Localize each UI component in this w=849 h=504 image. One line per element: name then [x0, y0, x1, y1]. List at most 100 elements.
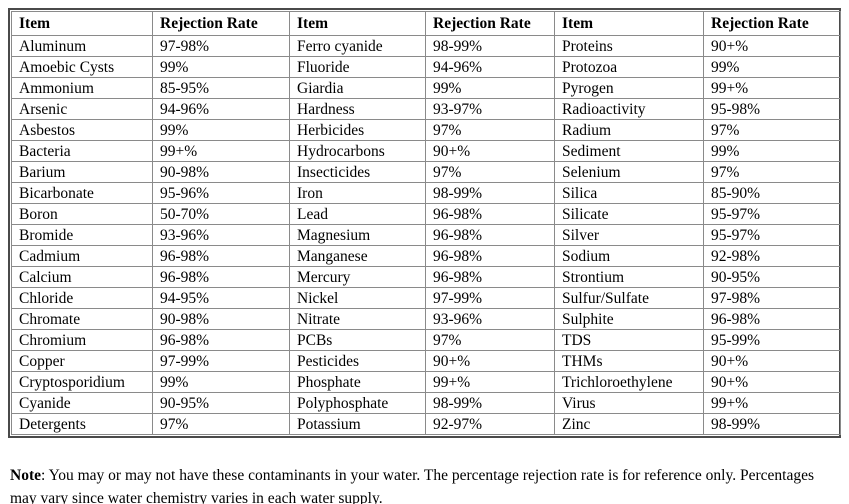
rejection-rate-cell: 97%: [703, 119, 841, 141]
item-cell: Chromium: [11, 329, 153, 351]
item-cell: PCBs: [289, 329, 426, 351]
rejection-rate-cell: 93-97%: [425, 98, 555, 120]
rejection-rate-cell: 90-95%: [703, 266, 841, 288]
item-cell: Aluminum: [11, 35, 153, 57]
table-row: Cryptosporidium 99% Phosphate 99+% Trichloro…: [11, 371, 841, 393]
table-row: Amoebic Cysts 99% Fluoride 94-96% Protozoa 99…: [11, 56, 841, 78]
rejection-rate-cell: 94-96%: [425, 56, 555, 78]
table-row: Detergents 97% Potassium 92-97% Zinc 98-99%: [11, 413, 841, 435]
rejection-rate-cell: 95-97%: [703, 224, 841, 246]
rejection-rate-cell: 85-90%: [703, 182, 841, 204]
rejection-rate-cell: 90+%: [703, 371, 841, 393]
rejection-rate-cell: 99%: [152, 56, 290, 78]
table-row: Asbestos 99% Herbicides 97% Radium 97%: [11, 119, 841, 141]
item-cell: Sulphite: [554, 308, 704, 330]
table-row: Ammonium 85-95% Giardia 99% Pyrogen 99+%: [11, 77, 841, 99]
rejection-rate-cell: 98-99%: [425, 392, 555, 414]
rejection-rate-cell: 99%: [703, 140, 841, 162]
rejection-rate-cell: 98-99%: [425, 35, 555, 57]
item-header: Item: [11, 11, 153, 36]
item-cell: Virus: [554, 392, 704, 414]
item-cell: Hardness: [289, 98, 426, 120]
item-cell: Bacteria: [11, 140, 153, 162]
item-cell: Phosphate: [289, 371, 426, 393]
rejection-rate-cell: 90-98%: [152, 308, 290, 330]
item-cell: Hydrocarbons: [289, 140, 426, 162]
rejection-rate-cell: 98-99%: [425, 182, 555, 204]
item-cell: Radioactivity: [554, 98, 704, 120]
item-cell: Polyphosphate: [289, 392, 426, 414]
rejection-rate-cell: 93-96%: [425, 308, 555, 330]
rejection-rate-table: Item Rejection Rate Item Rejection Rate …: [11, 11, 841, 435]
item-cell: Calcium: [11, 266, 153, 288]
table-row: Boron 50-70% Lead 96-98% Silicate 95-97%: [11, 203, 841, 225]
item-cell: Sodium: [554, 245, 704, 267]
rejection-rate-cell: 99+%: [152, 140, 290, 162]
rejection-rate-cell: 99+%: [703, 392, 841, 414]
item-cell: Nitrate: [289, 308, 426, 330]
item-cell: Copper: [11, 350, 153, 372]
item-cell: Herbicides: [289, 119, 426, 141]
rejection-rate-cell: 99%: [152, 371, 290, 393]
rejection-rate-cell: 96-98%: [425, 245, 555, 267]
item-cell: Chloride: [11, 287, 153, 309]
rejection-rate-cell: 96-98%: [152, 266, 290, 288]
rejection-rate-cell: 97%: [425, 161, 555, 183]
rejection-rate-cell: 96-98%: [425, 266, 555, 288]
item-header: Item: [554, 11, 704, 36]
item-cell: Amoebic Cysts: [11, 56, 153, 78]
rejection-rate-cell: 93-96%: [152, 224, 290, 246]
item-cell: Boron: [11, 203, 153, 225]
item-cell: Zinc: [554, 413, 704, 435]
table-row: Calcium 96-98% Mercury 96-98% Strontium 90-95…: [11, 266, 841, 288]
rejection-rate-cell: 99%: [425, 77, 555, 99]
table-row: Copper 97-99% Pesticides 90+% THMs 90+%: [11, 350, 841, 372]
item-cell: Cyanide: [11, 392, 153, 414]
note-body: : You may or may not have these contamin…: [10, 466, 814, 504]
item-cell: Manganese: [289, 245, 426, 267]
item-cell: Barium: [11, 161, 153, 183]
rejection-rate-cell: 95-97%: [703, 203, 841, 225]
rejection-rate-cell: 50-70%: [152, 203, 290, 225]
rejection-rate-cell: 90-98%: [152, 161, 290, 183]
table-row: Bicarbonate 95-96% Iron 98-99% Silica 85-90%: [11, 182, 841, 204]
rejection-rate-cell: 96-98%: [152, 245, 290, 267]
rejection-rate-cell: 97-99%: [152, 350, 290, 372]
item-cell: Cadmium: [11, 245, 153, 267]
item-cell: Pesticides: [289, 350, 426, 372]
table-row: Cyanide 90-95% Polyphosphate 98-99% Virus 99+…: [11, 392, 841, 414]
item-cell: Ammonium: [11, 77, 153, 99]
table-row: Aluminum 97-98% Ferro cyanide 98-99% Protein…: [11, 35, 841, 57]
table-row: Cadmium 96-98% Manganese 96-98% Sodium 92-98%: [11, 245, 841, 267]
rejection-rate-cell: 92-98%: [703, 245, 841, 267]
item-cell: Detergents: [11, 413, 153, 435]
rejection-rate-cell: 90+%: [425, 140, 555, 162]
table-row: Bacteria 99+% Hydrocarbons 90+% Sediment 99%: [11, 140, 841, 162]
rejection-rate-cell: 99%: [152, 119, 290, 141]
rejection-rate-cell: 94-96%: [152, 98, 290, 120]
item-cell: Pyrogen: [554, 77, 704, 99]
rejection-rate-cell: 85-95%: [152, 77, 290, 99]
item-cell: Protozoa: [554, 56, 704, 78]
rejection-rate-cell: 97%: [703, 161, 841, 183]
rejection-rate-header: Rejection Rate: [425, 11, 555, 36]
rejection-rate-cell: 97-98%: [152, 35, 290, 57]
table-row: Bromide 93-96% Magnesium 96-98% Silver 95-97%: [11, 224, 841, 246]
item-cell: Bromide: [11, 224, 153, 246]
rejection-rate-cell: 96-98%: [425, 203, 555, 225]
item-cell: Nickel: [289, 287, 426, 309]
item-cell: Silicate: [554, 203, 704, 225]
item-cell: Cryptosporidium: [11, 371, 153, 393]
table-row: Chloride 94-95% Nickel 97-99% Sulfur/Sulfate…: [11, 287, 841, 309]
rejection-rate-cell: 97%: [425, 119, 555, 141]
item-cell: Arsenic: [11, 98, 153, 120]
rejection-rate-cell: 94-95%: [152, 287, 290, 309]
item-cell: Selenium: [554, 161, 704, 183]
item-cell: Magnesium: [289, 224, 426, 246]
rejection-rate-cell: 95-96%: [152, 182, 290, 204]
item-cell: Asbestos: [11, 119, 153, 141]
rejection-rate-cell: 99%: [703, 56, 841, 78]
rejection-rate-cell: 97-99%: [425, 287, 555, 309]
note-text: Note: You may or may not have these cont…: [10, 464, 832, 504]
